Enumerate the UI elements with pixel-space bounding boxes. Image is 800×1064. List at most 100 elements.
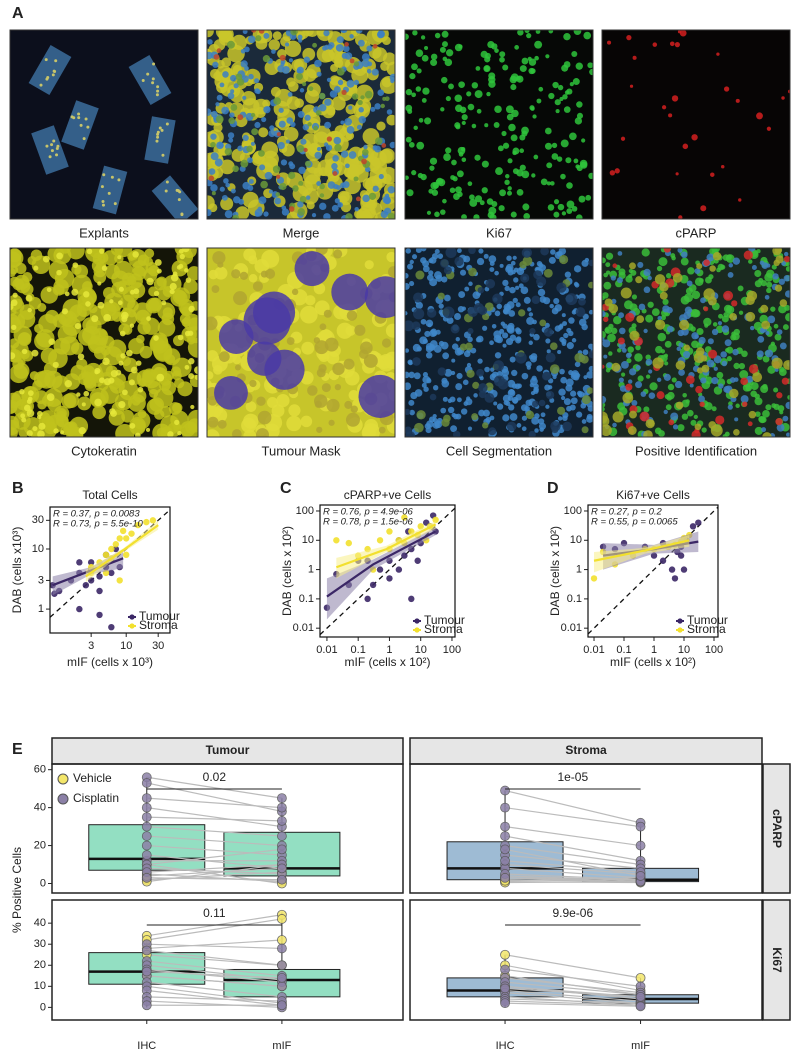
trend-line	[593, 539, 690, 562]
cell	[547, 204, 555, 211]
cell	[457, 146, 466, 155]
point	[695, 519, 702, 526]
cell	[519, 65, 527, 73]
cell	[753, 321, 763, 331]
explant-cell	[117, 178, 121, 182]
cell	[606, 362, 613, 368]
cell	[543, 327, 554, 337]
cell	[766, 287, 772, 294]
cell	[117, 255, 122, 260]
cell	[207, 316, 218, 331]
cell	[411, 63, 418, 71]
point	[500, 785, 510, 796]
cell	[712, 251, 722, 261]
cell	[440, 258, 450, 268]
cell	[207, 405, 219, 422]
explant-cell	[160, 128, 164, 132]
cell	[334, 384, 341, 391]
cell	[146, 277, 154, 286]
cell	[478, 306, 488, 315]
cell	[588, 259, 593, 267]
cell	[629, 84, 634, 88]
cell	[454, 256, 464, 267]
cell	[77, 353, 85, 360]
stat-annotation: R = 0.27, p = 0.2	[591, 507, 662, 518]
cell	[519, 134, 526, 141]
x-tick-label: 10	[415, 644, 427, 656]
cell	[511, 383, 518, 389]
cell	[417, 172, 423, 179]
y-tick-label: 0	[40, 1001, 46, 1013]
y-tick-label: 40	[34, 917, 46, 929]
cell	[496, 403, 504, 410]
point	[500, 855, 510, 866]
cell	[504, 179, 510, 186]
cell	[255, 89, 261, 95]
confidence-band	[594, 535, 690, 573]
cell	[353, 79, 360, 86]
cell	[129, 422, 136, 429]
pair-line	[146, 867, 282, 877]
cell	[482, 422, 489, 429]
cell	[485, 52, 491, 59]
cell	[368, 192, 377, 200]
cell	[758, 416, 766, 424]
cell	[775, 418, 783, 426]
y-tick-label: 10	[34, 980, 46, 992]
cell	[145, 427, 151, 432]
cell	[754, 426, 763, 435]
cell	[212, 61, 219, 68]
cell	[428, 270, 434, 276]
cell	[78, 327, 96, 346]
cell	[470, 347, 477, 354]
cell	[771, 357, 783, 369]
cell	[302, 104, 317, 119]
cell	[662, 298, 669, 305]
cell	[406, 189, 414, 197]
cell	[467, 181, 473, 186]
cell	[214, 375, 248, 410]
point	[386, 528, 393, 535]
cell	[83, 390, 90, 397]
y-tick-label: 10	[302, 534, 314, 546]
cell	[443, 153, 451, 161]
cell	[645, 358, 653, 366]
cell	[208, 168, 216, 175]
cell	[745, 295, 755, 306]
cell	[682, 350, 691, 359]
cell	[405, 371, 410, 379]
cell	[557, 84, 564, 91]
p-value-label: 1e-05	[557, 770, 588, 784]
cell	[564, 90, 570, 95]
cell	[571, 205, 578, 212]
cell	[374, 103, 381, 110]
cell	[536, 260, 543, 267]
image-border	[601, 29, 791, 220]
cell	[721, 325, 730, 333]
cell	[412, 343, 421, 352]
y-axis-label: DAB (cells x 10²)	[280, 526, 294, 616]
cell	[561, 338, 567, 345]
cell	[324, 98, 332, 106]
cell	[242, 95, 247, 100]
cell	[490, 367, 495, 372]
cell	[314, 59, 322, 68]
cell	[558, 388, 566, 396]
cell	[416, 68, 422, 74]
cell	[544, 322, 550, 328]
cell	[696, 327, 704, 336]
cell	[412, 254, 418, 260]
cell	[626, 35, 632, 41]
cell	[623, 300, 633, 310]
cell	[487, 211, 495, 219]
point	[119, 527, 127, 535]
cell	[785, 313, 790, 322]
cell	[153, 290, 160, 297]
cell	[739, 370, 749, 380]
point	[395, 566, 403, 573]
cell	[759, 260, 765, 265]
cell	[326, 398, 340, 413]
cell	[221, 106, 230, 115]
point	[277, 943, 287, 954]
cell	[331, 163, 338, 170]
